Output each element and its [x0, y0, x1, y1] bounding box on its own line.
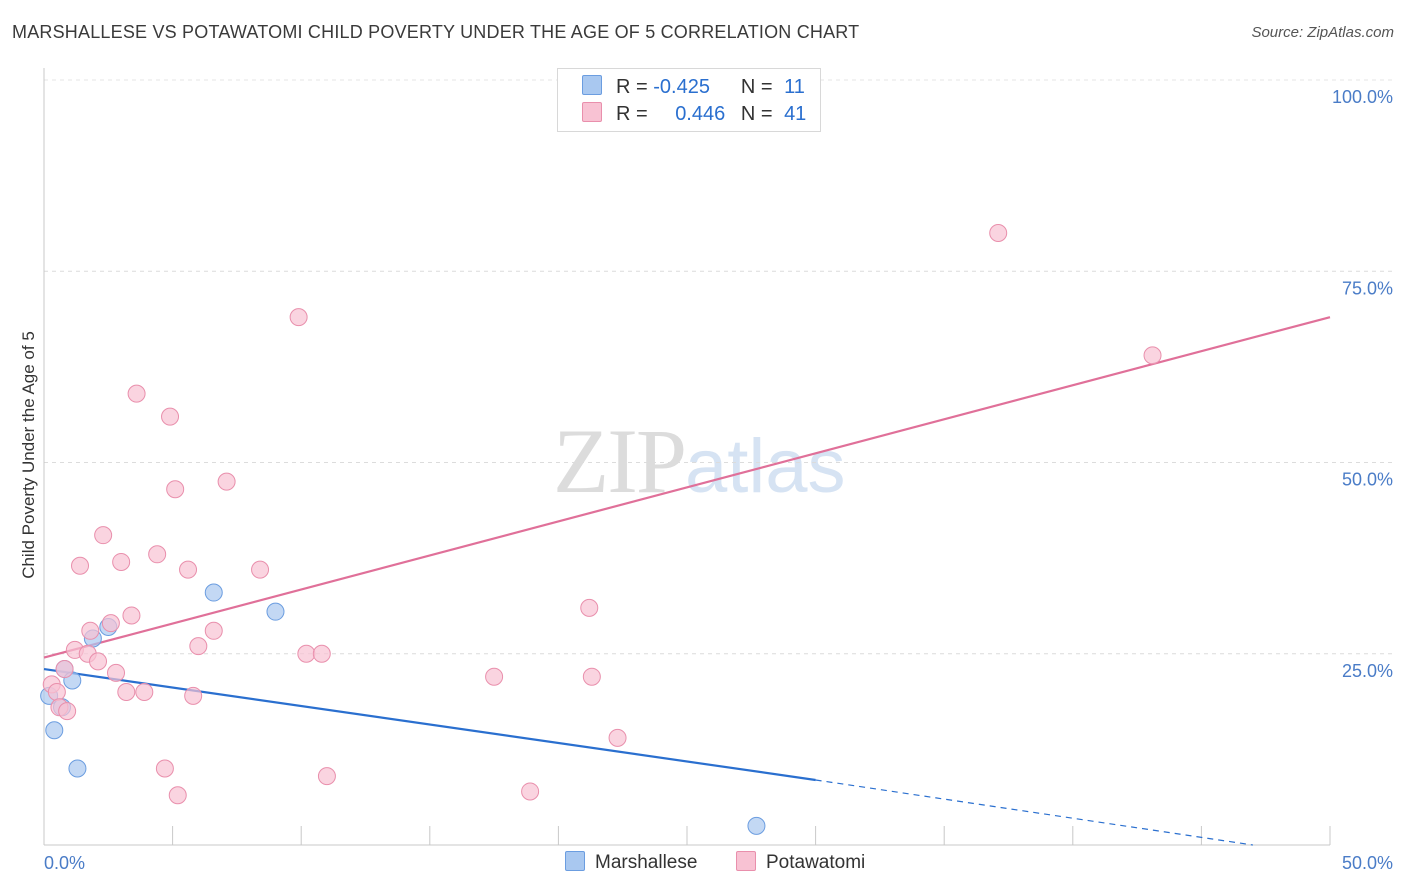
potawatomi-point — [135, 683, 154, 701]
potawatomi-point — [112, 552, 131, 571]
y-tick-label: 75.0% — [1342, 278, 1393, 298]
y-tick-label: 100.0% — [1332, 87, 1393, 107]
potawatomi-point — [580, 598, 599, 617]
watermark: ZIPatlas — [553, 408, 846, 514]
legend-n-value: 11 — [784, 76, 805, 98]
trend-lines — [43, 316, 1331, 846]
potawatomi-point — [101, 614, 120, 633]
legend-r-label: R = — [616, 103, 648, 125]
legend-n-value: 41 — [784, 103, 807, 125]
potawatomi-point — [166, 480, 185, 499]
potawatomi-point — [81, 621, 100, 640]
potawatomi-trend-line — [43, 316, 1331, 659]
y-tick-label: 25.0% — [1342, 661, 1393, 681]
potawatomi-point — [217, 472, 236, 491]
grid-lines — [44, 79, 1395, 655]
legend-n-label: N = — [740, 103, 773, 125]
potawatomi-point — [485, 667, 504, 686]
legend-row-marshallese: R = -0.425 N = 11 — [582, 75, 805, 99]
x-tick-label: 0.0% — [44, 853, 85, 873]
potawatomi-point — [608, 728, 627, 747]
tick-labels: 25.0% 50.0% 75.0% 100.0% 0.0% 50.0% — [44, 87, 1393, 873]
potawatomi-point — [1143, 346, 1162, 365]
marshallese-point — [68, 759, 87, 778]
potawatomi-point — [204, 621, 223, 640]
potawatomi-point — [55, 660, 74, 679]
series-label-potawatomi: Potawatomi — [766, 852, 866, 873]
chart-title: MARSHALLESE VS POTAWATOMI CHILD POVERTY … — [12, 22, 860, 42]
potawatomi-point — [289, 308, 308, 327]
series-label-marshallese: Marshallese — [595, 852, 698, 873]
legend-row-potawatomi: R = 0.446 N = 41 — [582, 102, 806, 126]
x-tick-label: 50.0% — [1342, 853, 1393, 873]
potawatomi-point — [168, 786, 187, 805]
watermark-zip: ZIP — [553, 410, 687, 512]
potawatomi-point — [94, 526, 113, 545]
potawatomi-point — [521, 782, 540, 801]
marshallese-trend-extension — [815, 779, 1253, 846]
series-legend-potawatomi: Potawatomi — [736, 851, 865, 874]
marshallese-point — [747, 816, 766, 835]
legend-r-label: R = — [616, 76, 648, 98]
potawatomi-point — [107, 663, 126, 682]
y-axis-label: Child Poverty Under the Age of 5 — [19, 331, 38, 579]
legend-r-value: 0.446 — [675, 103, 726, 125]
potawatomi-point — [297, 644, 316, 663]
potawatomi-point — [312, 644, 331, 663]
potawatomi-point — [47, 683, 66, 701]
potawatomi-point — [189, 637, 208, 656]
axes — [43, 68, 1331, 846]
potawatomi-point — [582, 667, 601, 686]
marshallese-point — [204, 583, 223, 602]
series-swatch-marshallese — [565, 851, 585, 871]
marshallese-point — [266, 602, 285, 621]
potawatomi-point — [127, 384, 146, 403]
series-legend-marshallese: Marshallese — [565, 851, 697, 874]
legend-n-label: N = — [740, 76, 773, 98]
potawatomi-point — [71, 556, 90, 575]
potawatomi-point — [117, 683, 136, 701]
series-legend: Marshallese Potawatomi — [0, 851, 1406, 877]
potawatomi-point — [122, 606, 141, 625]
potawatomi-point — [317, 767, 336, 786]
legend-swatch-potawatomi — [582, 102, 602, 122]
marshallese-trend-line — [43, 667, 816, 782]
potawatomi-point — [58, 702, 77, 721]
data-points — [40, 224, 1162, 835]
source-credit: Source: ZipAtlas.com — [1251, 24, 1394, 41]
potawatomi-point — [179, 560, 198, 579]
potawatomi-point — [148, 545, 167, 564]
potawatomi-point — [155, 759, 174, 778]
potawatomi-point — [184, 686, 203, 705]
potawatomi-point — [989, 224, 1008, 242]
legend-swatch-marshallese — [582, 75, 602, 95]
potawatomi-point — [251, 560, 270, 579]
potawatomi-point — [89, 652, 108, 671]
marshallese-point — [45, 721, 64, 740]
series-swatch-potawatomi — [736, 851, 756, 871]
y-tick-label: 50.0% — [1342, 470, 1393, 490]
potawatomi-point — [161, 407, 180, 426]
correlation-legend: R = -0.425 N = 11 R = 0.446 N = 41 — [557, 68, 821, 132]
legend-r-value: -0.425 — [653, 76, 710, 98]
